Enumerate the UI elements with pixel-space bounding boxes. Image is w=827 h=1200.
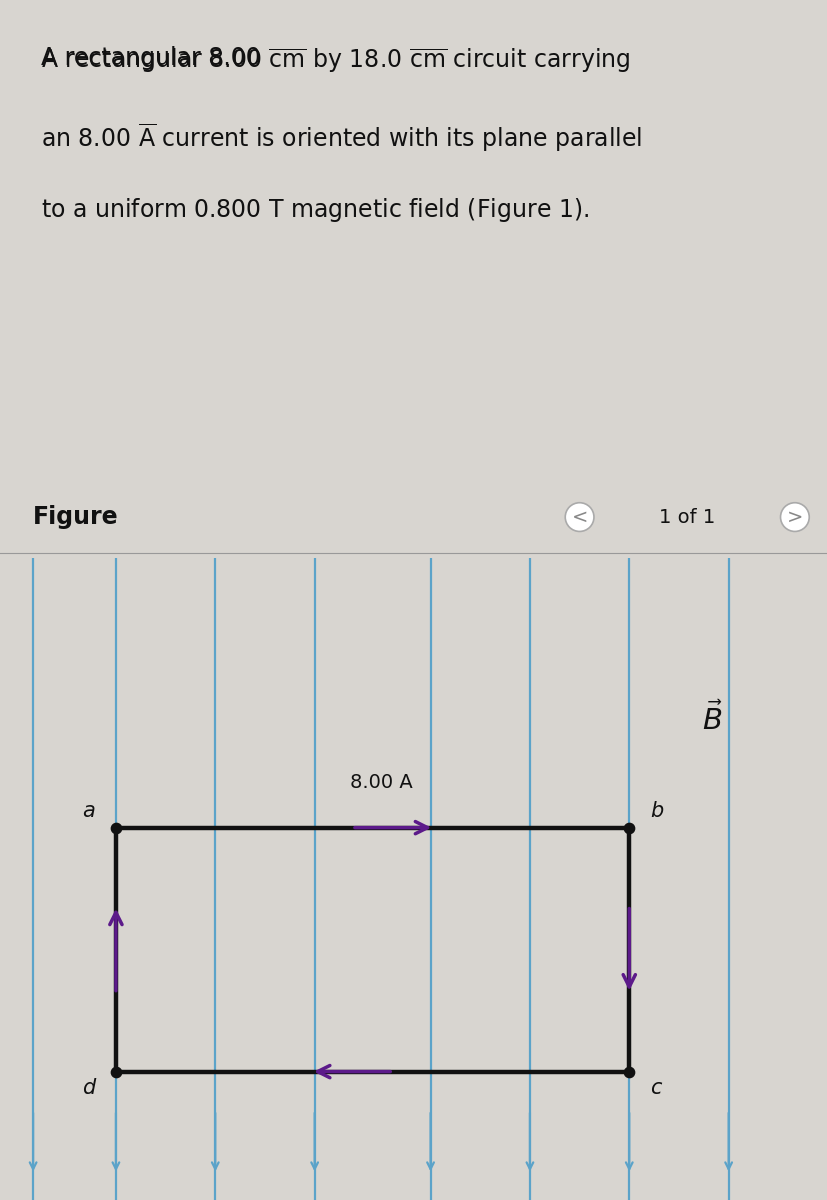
Text: >: > [786,508,802,527]
Text: d: d [82,1078,95,1098]
Point [109,1062,122,1081]
Text: A rectangular 8.00: A rectangular 8.00 [41,47,268,71]
Text: c: c [649,1078,661,1098]
Text: an 8.00 $\overline{\rm A}$ current is oriented with its plane parallel: an 8.00 $\overline{\rm A}$ current is or… [41,121,642,154]
Text: $\vec{B}$: $\vec{B}$ [700,701,722,736]
Text: 8.00 A: 8.00 A [349,773,412,792]
Text: Figure: Figure [33,505,118,529]
Text: A rectangular 8.00 $\overline{\rm cm}$ by 18.0 $\overline{\rm cm}$ circuit carry: A rectangular 8.00 $\overline{\rm cm}$ b… [41,47,630,76]
Text: <: < [571,508,587,527]
Text: 1 of 1: 1 of 1 [658,508,715,527]
Text: to a uniform 0.800 $\rm T$ magnetic field (Figure 1).: to a uniform 0.800 $\rm T$ magnetic fiel… [41,196,589,224]
Text: b: b [649,802,662,821]
Point [622,818,635,838]
Point [622,1062,635,1081]
Text: a: a [83,802,95,821]
Point [109,818,122,838]
